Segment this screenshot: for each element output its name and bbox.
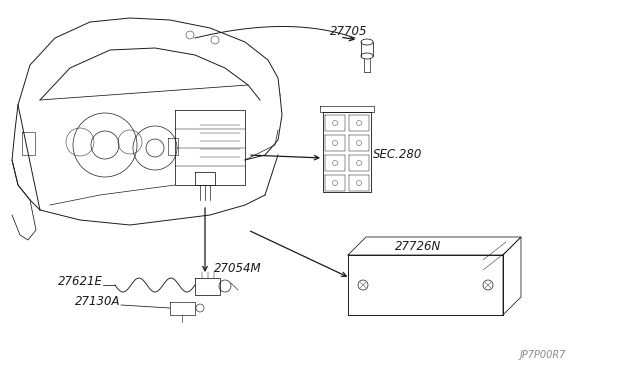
Text: 27054M: 27054M (214, 262, 262, 275)
Text: JP7P00R7: JP7P00R7 (520, 350, 566, 360)
Text: 27621E: 27621E (58, 275, 103, 288)
Text: SEC.280: SEC.280 (373, 148, 422, 161)
Text: 27130A: 27130A (75, 295, 120, 308)
Text: 27705: 27705 (330, 25, 367, 38)
Text: 27726N: 27726N (395, 240, 441, 253)
